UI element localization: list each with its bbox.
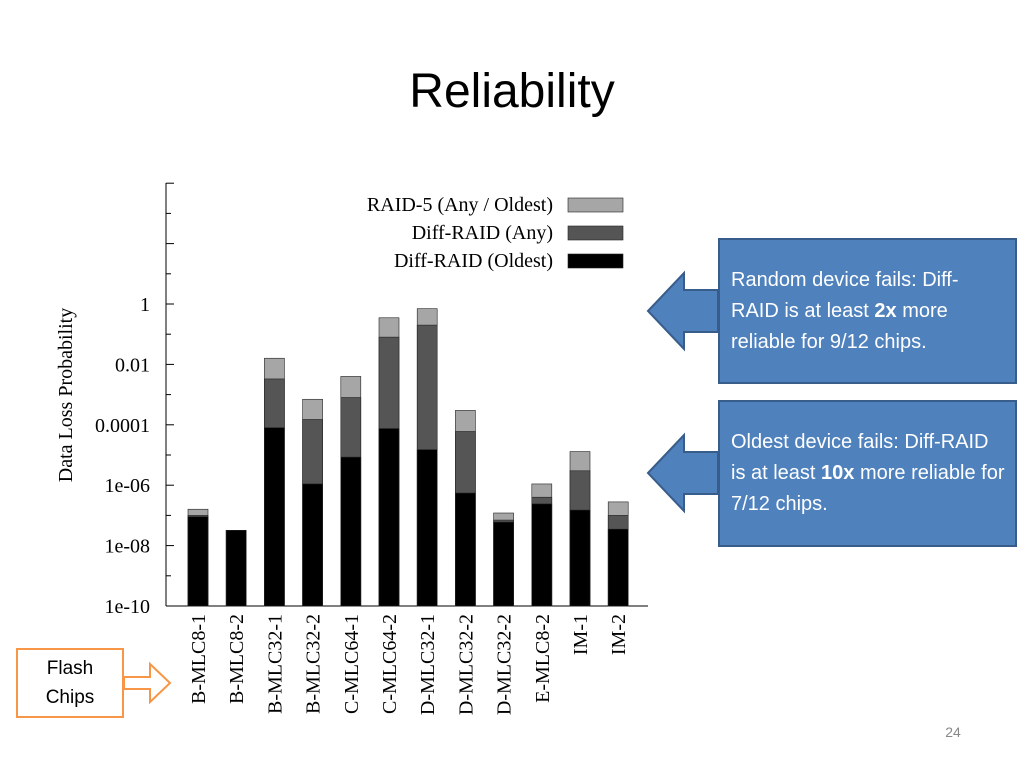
x-tick-label: C-MLC64-2: [379, 614, 401, 714]
chart-legend: RAID-5 (Any / Oldest) Diff-RAID (Any) Diff…: [367, 194, 624, 272]
bar-diff_oldest: [416, 449, 438, 607]
legend-swatch-diff_any: [567, 225, 624, 241]
x-tick-label: B-MLC8-1: [188, 614, 210, 704]
x-tick-label: C-MLC64-1: [341, 614, 363, 714]
bar-diff_oldest: [607, 528, 629, 607]
flash-arrow: [123, 661, 172, 705]
x-tick-label: B-MLC8-2: [226, 614, 248, 704]
x-tick-label: D-MLC32-1: [417, 614, 439, 715]
legend-swatch-diff_oldest: [567, 253, 624, 269]
bar-diff_oldest: [225, 530, 247, 607]
callout-arrow-oldest: [646, 432, 719, 514]
bar-diff_oldest: [187, 516, 209, 607]
bar-diff_oldest: [302, 483, 323, 607]
callout-oldest-device: Oldest device fails: Diff-RAID is at lea…: [718, 400, 1017, 547]
x-tick-label: IM-2: [608, 614, 630, 655]
legend-label: RAID-5 (Any / Oldest): [367, 194, 553, 216]
y-axis-label: Data Loss Probability: [55, 308, 77, 482]
callout-arrow-random: [646, 270, 719, 352]
legend-label: Diff-RAID (Any): [412, 222, 553, 244]
callout-random-text-pre: Random device fails: Diff-RAID is at lea…: [731, 269, 959, 322]
x-tick-label: D-MLC32-2: [455, 614, 477, 715]
x-tick-label: B-MLC32-1: [264, 614, 286, 714]
callout-random-text-post: more reliable for 9/12 chips.: [731, 300, 948, 353]
y-tick-label: 1e-08: [104, 536, 150, 558]
callout-random-device: Random device fails: Diff-RAID is at lea…: [718, 238, 1017, 384]
bar-diff_oldest: [378, 428, 400, 607]
slide-title: Reliability: [409, 65, 615, 118]
callout-oldest-text-post: more reliable for 7/12 chips.: [731, 462, 1005, 515]
y-tick-label: 1e-06: [104, 475, 150, 497]
callout-random-text-bold: 2x: [874, 300, 897, 322]
page-number: 24: [945, 724, 961, 740]
legend-label: Diff-RAID (Oldest): [394, 250, 553, 272]
chart-axes: 1 0.01 0.0001 1e-06 1e-08 1e-10 Data Loss Prob…: [55, 182, 648, 715]
bar-diff_oldest: [493, 521, 514, 607]
legend-swatch-raid5: [567, 197, 624, 213]
x-tick-label: E-MLC8-2: [532, 614, 554, 703]
bar-diff_oldest: [264, 427, 285, 607]
bar-diff_oldest: [455, 492, 476, 607]
chart-bars: [187, 308, 629, 607]
flash-chips-label: Flash Chips: [16, 648, 124, 718]
bar-diff_oldest: [569, 509, 591, 607]
y-tick-label: 1e-10: [104, 596, 150, 618]
callout-arrows: [123, 270, 719, 705]
x-tick-label: D-MLC32-2: [494, 614, 516, 715]
bar-diff_oldest: [340, 456, 362, 607]
bar-diff_oldest: [531, 503, 553, 607]
x-tick-label: IM-1: [570, 614, 592, 655]
y-tick-label: 1: [140, 294, 150, 316]
y-tick-label: 0.01: [115, 354, 150, 376]
flash-label-line2: Chips: [45, 687, 95, 708]
flash-label-line1: Flash: [46, 658, 94, 679]
y-tick-label: 0.0001: [95, 415, 150, 437]
callout-oldest-text-bold: 10x: [821, 462, 855, 484]
callout-oldest-text-pre: Oldest device fails: Diff-RAID is at lea…: [731, 431, 989, 484]
x-tick-label: B-MLC32-2: [303, 614, 325, 714]
